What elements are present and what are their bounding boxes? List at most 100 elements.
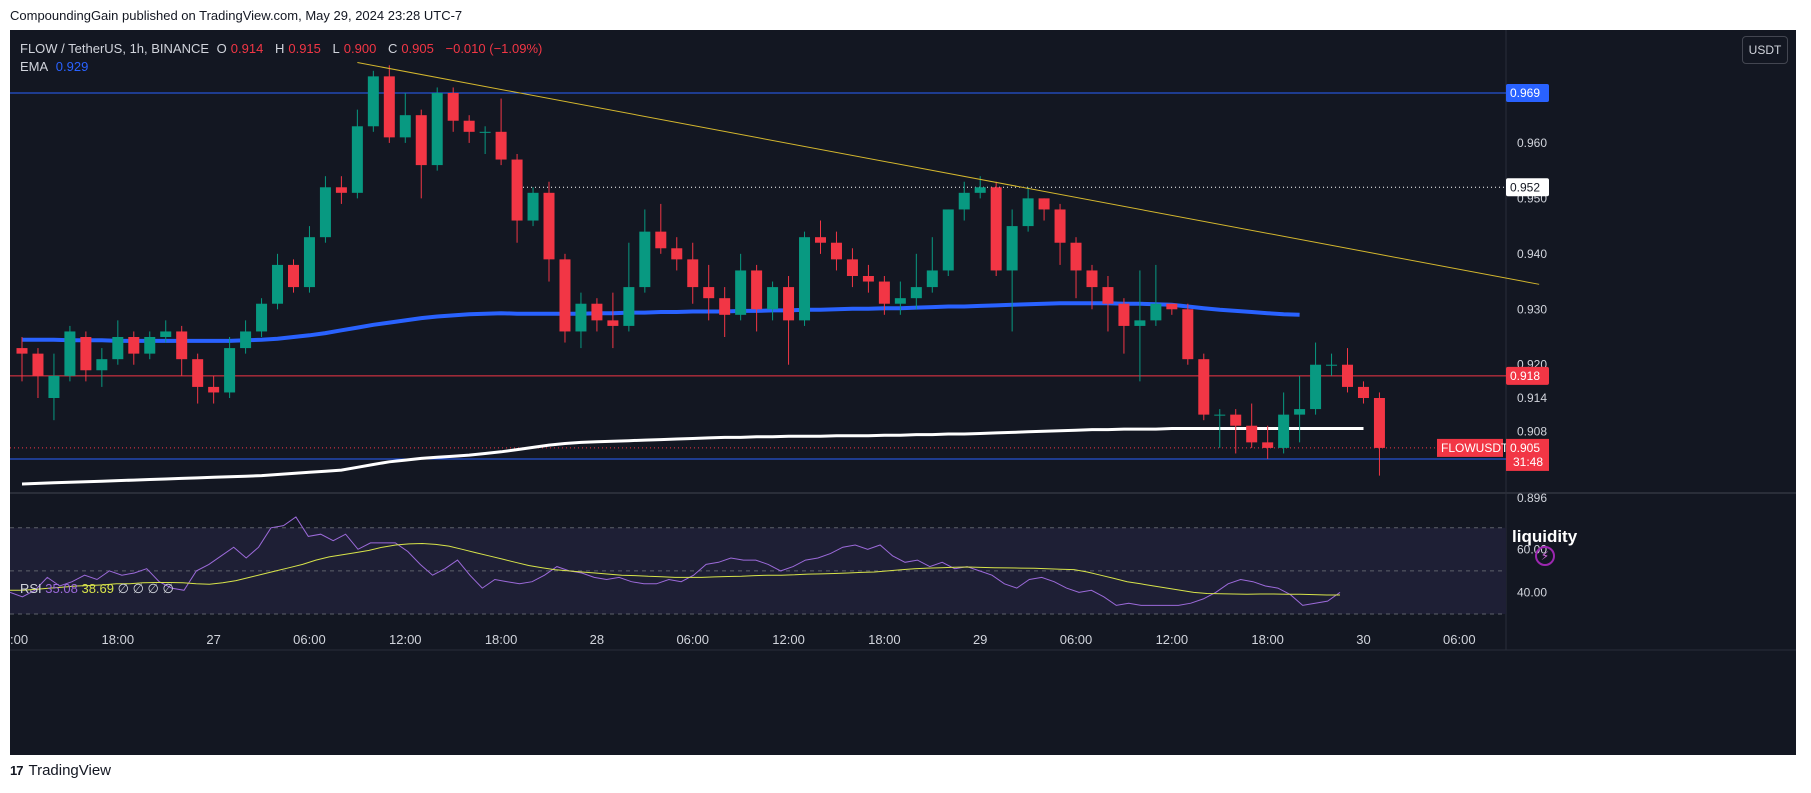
candle bbox=[1022, 198, 1034, 227]
rsi-empty-2: ∅ bbox=[132, 581, 144, 596]
candle bbox=[990, 187, 1002, 271]
rsi-label[interactable]: RSI bbox=[20, 581, 42, 596]
candle bbox=[878, 281, 890, 304]
candle bbox=[1166, 303, 1178, 310]
candle bbox=[1054, 209, 1066, 243]
tv-logo-icon[interactable]: 17 bbox=[10, 763, 24, 778]
price-tick-label: 0.914 bbox=[1517, 391, 1547, 405]
candle bbox=[160, 331, 172, 337]
candle bbox=[1246, 425, 1258, 443]
time-tick-label: 18:00 bbox=[868, 632, 901, 647]
candle bbox=[287, 264, 299, 288]
candle bbox=[1118, 303, 1130, 326]
candle bbox=[96, 359, 108, 371]
ema-line bbox=[22, 301, 1300, 343]
candle bbox=[1294, 409, 1306, 415]
trendline bbox=[357, 62, 1540, 285]
candle bbox=[64, 331, 76, 376]
price-chart[interactable]: 0.9600.9500.9400.9300.9200.9140.9080.896… bbox=[10, 30, 1796, 755]
price-tick-label: 0.908 bbox=[1517, 424, 1547, 438]
rsi-tick-label: 40.00 bbox=[1517, 585, 1547, 599]
high-value: H 0.915 bbox=[274, 41, 321, 56]
level-label-box bbox=[1506, 84, 1549, 102]
level-label-box bbox=[1506, 366, 1549, 385]
candle bbox=[974, 187, 986, 193]
time-tick-label: 30 bbox=[1356, 632, 1370, 647]
candle bbox=[783, 287, 795, 321]
candle bbox=[383, 76, 395, 138]
last-price-label: 0.905 bbox=[1510, 441, 1540, 455]
time-tick-label: 12:00 bbox=[772, 632, 805, 647]
candle bbox=[431, 93, 443, 166]
currency-button[interactable]: USDT bbox=[1742, 36, 1788, 64]
candle bbox=[767, 287, 779, 310]
price-tick-label: 0.940 bbox=[1517, 247, 1547, 261]
candle bbox=[1006, 226, 1018, 271]
candle bbox=[958, 192, 970, 210]
price-legend: FLOW / TetherUS, 1h, BINANCE O 0.914 H 0.9… bbox=[20, 40, 546, 76]
symbol-title[interactable]: FLOW / TetherUS, 1h, BINANCE bbox=[20, 41, 210, 56]
liquidity-annotation: liquidity bbox=[1512, 527, 1578, 546]
candle bbox=[1070, 242, 1082, 271]
candle bbox=[591, 303, 603, 321]
candle bbox=[527, 192, 539, 221]
candle bbox=[862, 276, 874, 282]
candle bbox=[1086, 270, 1098, 288]
candle bbox=[1214, 414, 1226, 416]
candle bbox=[846, 259, 858, 276]
candle bbox=[415, 115, 427, 166]
candle bbox=[511, 159, 523, 221]
candle bbox=[80, 337, 92, 371]
candle bbox=[48, 375, 60, 398]
close-value: C 0.905 bbox=[387, 41, 434, 56]
candle bbox=[799, 237, 811, 321]
candle bbox=[16, 348, 28, 354]
candle bbox=[1134, 320, 1146, 326]
rsi-empty-1: ∅ bbox=[117, 581, 129, 596]
brand-name[interactable]: TradingView bbox=[28, 762, 112, 779]
candle bbox=[655, 231, 667, 249]
candle bbox=[623, 287, 635, 326]
candle bbox=[303, 237, 315, 288]
candle bbox=[240, 331, 252, 349]
candle bbox=[607, 320, 619, 326]
candle bbox=[1230, 414, 1242, 426]
time-tick-label: 06:00 bbox=[1060, 632, 1093, 647]
slow-ma-line bbox=[21, 427, 1364, 486]
candle bbox=[272, 264, 284, 304]
low-value: L 0.900 bbox=[332, 41, 377, 56]
candle bbox=[687, 259, 699, 288]
rsi-empty-3: ∅ bbox=[147, 581, 159, 596]
rsi-line bbox=[10, 516, 1341, 606]
candle bbox=[575, 303, 587, 332]
candle bbox=[447, 93, 459, 121]
candle bbox=[208, 386, 220, 393]
rsi-legend: RSI 35.08 38.69 ∅ ∅ ∅ ∅ bbox=[20, 581, 174, 597]
time-tick-label: 18:00 bbox=[485, 632, 518, 647]
candle bbox=[1182, 309, 1194, 360]
candle bbox=[192, 359, 204, 387]
candle bbox=[335, 187, 347, 193]
level-label-0.952: 0.952 bbox=[1510, 180, 1540, 194]
lightning-icon[interactable]: ⚡ bbox=[1535, 546, 1555, 566]
time-tick-label: 06:00 bbox=[1443, 632, 1476, 647]
change-value: −0.010 (−1.09%) bbox=[445, 41, 543, 56]
candle bbox=[1150, 303, 1162, 321]
candle bbox=[256, 303, 268, 332]
candle bbox=[176, 331, 188, 360]
open-value: O 0.914 bbox=[216, 41, 264, 56]
candle bbox=[751, 270, 763, 310]
candle bbox=[719, 298, 731, 315]
ema-legend: EMA 0.929 bbox=[20, 59, 89, 74]
candle bbox=[1278, 414, 1290, 448]
candle bbox=[495, 131, 507, 160]
symbol-tag-box bbox=[1437, 438, 1503, 457]
candle bbox=[703, 287, 715, 299]
ema-value: 0.929 bbox=[55, 59, 89, 74]
rsi-value: 35.08 bbox=[45, 581, 78, 596]
level-label-box bbox=[1506, 178, 1549, 197]
candle bbox=[671, 248, 683, 260]
candle bbox=[1326, 364, 1338, 366]
level-label-0.918: 0.918 bbox=[1510, 369, 1540, 383]
last-price-box bbox=[1506, 438, 1549, 471]
